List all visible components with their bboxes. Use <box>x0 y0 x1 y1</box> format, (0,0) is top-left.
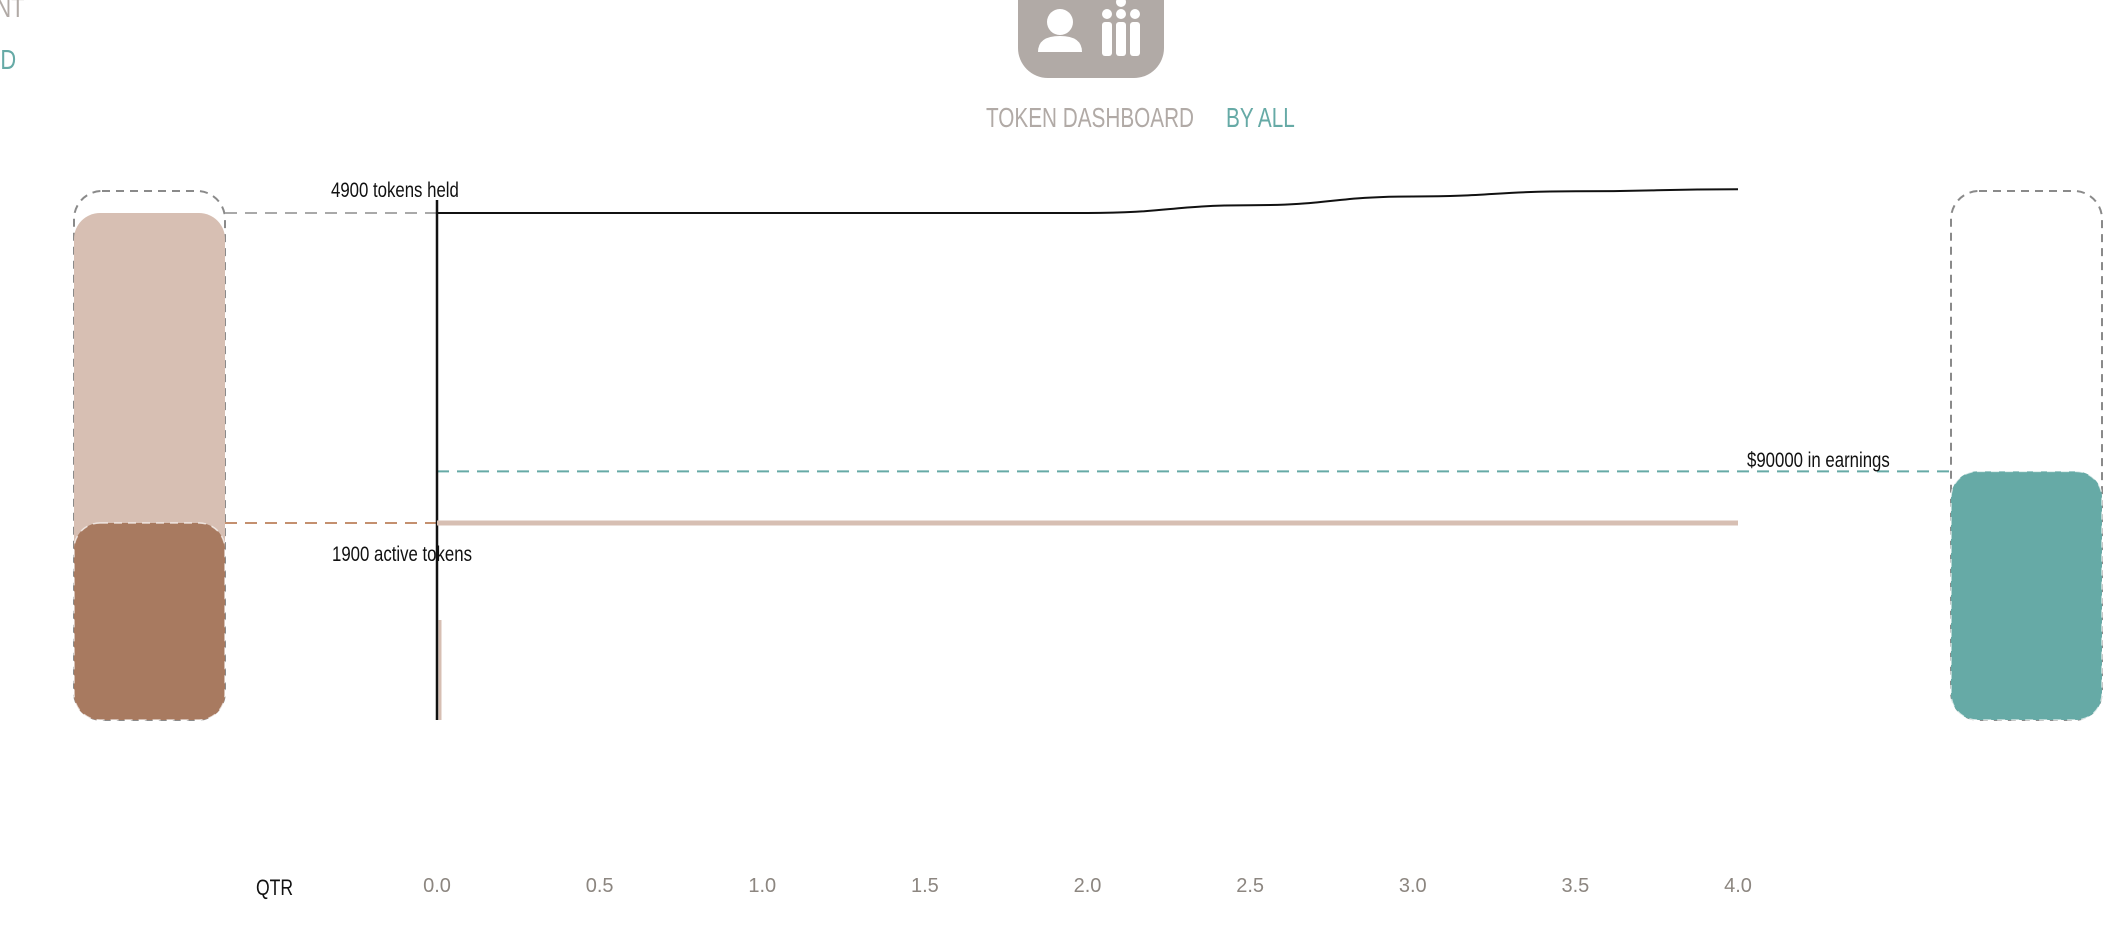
x-tick-label-7: 3.5 <box>1561 875 1589 897</box>
x-tick-label-1: 0.5 <box>586 875 614 897</box>
tokens-held-annotation: 4900 tokens held <box>331 179 459 202</box>
nav-development-link[interactable]: PMENT <box>0 0 25 23</box>
active-tokens-annotation: 1900 active tokens <box>332 543 472 566</box>
x-tick-label-5: 2.5 <box>1236 875 1264 897</box>
active-tokens-capsule-outline <box>73 522 226 721</box>
nav-dashboard-link[interactable]: ARD <box>0 44 17 75</box>
tab-token-dashboard[interactable]: TOKEN DASHBOARD <box>986 102 1195 133</box>
user-group-icon-glyph <box>1038 0 1140 56</box>
x-axis-label: QTR <box>256 876 293 900</box>
earnings-capsule <box>1951 471 2102 720</box>
x-tick-label-0: 0.0 <box>423 875 451 897</box>
user-group-icon[interactable] <box>1018 0 1164 78</box>
x-tick-label-6: 3.0 <box>1399 875 1427 897</box>
active-tokens-capsule <box>74 523 225 720</box>
x-tick-label-3: 1.5 <box>911 875 939 897</box>
earnings-capsule-edge <box>1950 470 2103 721</box>
x-tick-label-4: 2.0 <box>1074 875 1102 897</box>
earnings-annotation: $90000 in earnings <box>1747 449 1890 472</box>
tab-by-all[interactable]: BY ALL <box>1226 102 1295 133</box>
x-tick-label-8: 4.0 <box>1724 875 1752 897</box>
x-tick-label-2: 1.0 <box>748 875 776 897</box>
tokens-held-line <box>437 188 1739 215</box>
x-axis-ticks: 0.0 0.5 1.0 1.5 2.0 2.5 3.0 3.5 4.0 <box>423 875 1752 897</box>
